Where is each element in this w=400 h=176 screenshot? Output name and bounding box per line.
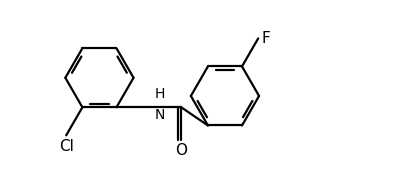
Text: Cl: Cl: [59, 139, 74, 154]
Text: O: O: [175, 143, 187, 158]
Text: F: F: [262, 31, 270, 46]
Text: N: N: [155, 108, 165, 122]
Text: H: H: [155, 87, 165, 101]
